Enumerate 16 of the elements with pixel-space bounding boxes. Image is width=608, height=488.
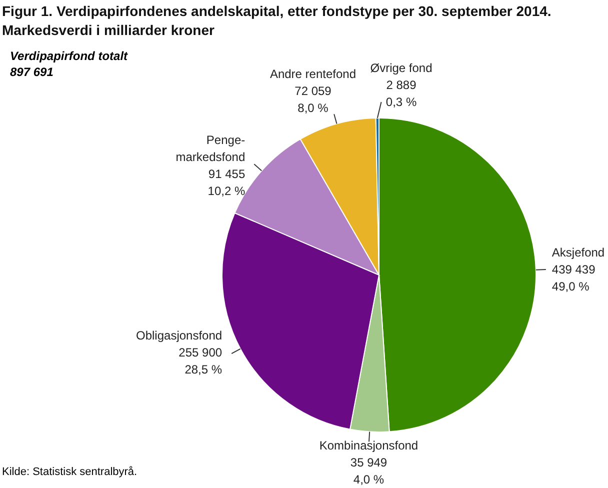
data-label: 439 439 49,0 % xyxy=(552,262,596,294)
slice-label: Andre rentefond xyxy=(270,67,356,82)
slice-label: Aksjefond xyxy=(552,246,605,260)
text: Kilde: Statistisk sentralbyrå. xyxy=(2,466,138,478)
data-label: 255 900 28,5 % xyxy=(178,346,222,377)
slice-label: Øvrige fond xyxy=(370,61,432,76)
slice-label: Penge- markedsfond xyxy=(176,132,246,164)
chart-subtitle: Markedsverdi i milliarder kroner xyxy=(2,21,216,40)
slice-label: Obligasjonsfond xyxy=(136,328,222,343)
data-label: 91 455 10,2 % xyxy=(208,166,246,198)
data-label: 2 889 0,3 % xyxy=(386,78,417,110)
chart-title: Figur 1. Verdipapirfondenes andelskapital, etter fondstype per 30. september 2014. xyxy=(2,2,552,21)
data-label: 72 059 8,0 % xyxy=(294,84,332,116)
data-label: 35 949 4,0 % xyxy=(350,456,388,487)
slice-label: Kombinasjonsfond xyxy=(319,438,418,453)
text: Verdipapirfond totalt 897 691 xyxy=(10,48,128,80)
